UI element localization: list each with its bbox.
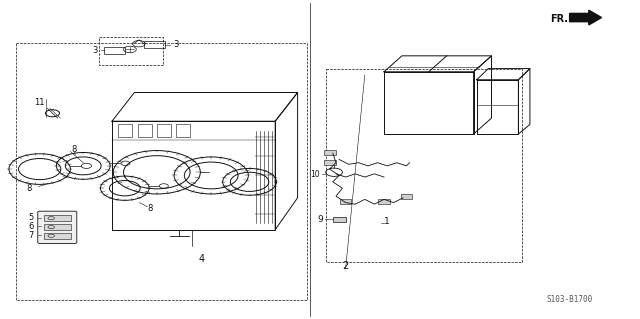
- Text: 4: 4: [198, 254, 205, 263]
- Text: 7: 7: [28, 231, 33, 240]
- Text: 8: 8: [71, 145, 76, 154]
- Text: 10: 10: [310, 170, 320, 179]
- Bar: [401, 194, 412, 199]
- Text: 5: 5: [28, 213, 33, 222]
- Text: 6: 6: [28, 222, 33, 231]
- Bar: [138, 124, 152, 137]
- Text: S103-B1700: S103-B1700: [547, 295, 593, 304]
- Bar: [324, 160, 336, 165]
- Bar: [176, 124, 190, 137]
- Text: 8: 8: [148, 204, 153, 213]
- Bar: [44, 233, 71, 239]
- FancyBboxPatch shape: [38, 211, 77, 243]
- Bar: [104, 47, 125, 54]
- Text: 1: 1: [384, 217, 390, 226]
- Text: FR.: FR.: [550, 13, 568, 24]
- Text: 9: 9: [317, 215, 323, 224]
- Bar: [44, 224, 71, 230]
- Text: 2: 2: [342, 261, 349, 271]
- Text: 8: 8: [26, 184, 31, 193]
- Bar: [340, 199, 351, 204]
- Bar: [333, 217, 346, 222]
- Text: 3: 3: [173, 40, 179, 49]
- Text: 3: 3: [93, 46, 98, 55]
- Bar: [378, 199, 390, 204]
- Bar: [324, 150, 336, 155]
- Polygon shape: [570, 10, 602, 25]
- Bar: [44, 215, 71, 221]
- Text: 11: 11: [35, 98, 45, 107]
- Bar: [118, 124, 132, 137]
- Bar: [144, 41, 165, 48]
- Bar: [157, 124, 171, 137]
